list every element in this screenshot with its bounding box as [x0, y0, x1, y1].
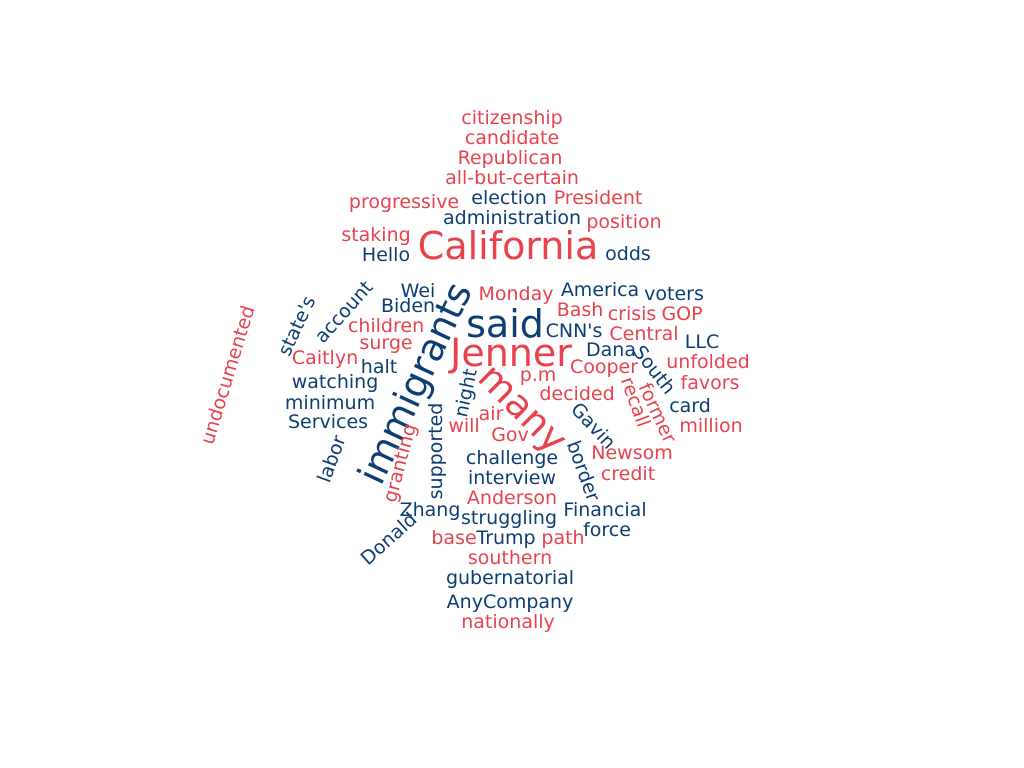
- cloud-word: CNN's: [546, 320, 603, 342]
- cloud-word: card: [669, 395, 711, 417]
- cloud-word: decided: [539, 383, 614, 405]
- cloud-word: minimum: [285, 392, 375, 414]
- cloud-word: southern: [468, 547, 552, 569]
- cloud-word: Zhang: [400, 499, 461, 521]
- cloud-word: said: [466, 302, 544, 346]
- cloud-word: path: [541, 527, 584, 549]
- cloud-word: Services: [288, 411, 368, 433]
- cloud-word: p.m: [520, 364, 557, 386]
- cloud-word: Monday: [478, 283, 553, 305]
- cloud-word: citizenship: [461, 107, 562, 129]
- cloud-word: Biden: [381, 295, 435, 317]
- cloud-word: labor: [313, 432, 350, 485]
- cloud-word: California: [418, 224, 598, 268]
- cloud-word: Dana: [586, 339, 636, 361]
- cloud-word: staking: [341, 224, 410, 246]
- cloud-word: halt: [361, 356, 397, 378]
- cloud-word: Donald: [357, 508, 422, 569]
- cloud-word: Wei: [401, 280, 436, 302]
- cloud-word: air: [479, 403, 504, 425]
- cloud-word: position: [586, 211, 661, 233]
- cloud-word: surge: [359, 332, 412, 354]
- cloud-word: credit: [601, 463, 655, 485]
- cloud-word: Gov: [491, 424, 529, 446]
- cloud-word: nationally: [461, 611, 555, 633]
- cloud-word: million: [679, 415, 742, 437]
- cloud-word: Central: [609, 323, 678, 345]
- cloud-word: America: [561, 279, 639, 301]
- cloud-word: interview: [468, 467, 556, 489]
- cloud-word: favors: [681, 372, 740, 394]
- cloud-word: struggling: [461, 507, 557, 529]
- cloud-word: voters: [644, 283, 704, 305]
- cloud-word: Cooper: [570, 356, 638, 378]
- cloud-word: GOP: [661, 303, 702, 325]
- cloud-word: force: [583, 519, 631, 541]
- cloud-word: watching: [292, 371, 379, 393]
- cloud-word: supported: [425, 403, 447, 500]
- cloud-word: Newsom: [591, 442, 672, 464]
- cloud-word: odds: [605, 243, 651, 265]
- cloud-word: Bash: [557, 299, 604, 321]
- cloud-word: Caitlyn: [292, 347, 358, 369]
- cloud-word: Hello: [362, 244, 410, 266]
- cloud-word: base: [431, 527, 476, 549]
- cloud-word: Trump: [475, 527, 535, 549]
- cloud-word: crisis: [608, 303, 657, 325]
- cloud-word: Republican: [458, 147, 563, 169]
- cloud-word: all-but-certain: [445, 167, 579, 189]
- cloud-word: AnyCompany: [447, 591, 574, 613]
- cloud-word: President: [554, 187, 643, 209]
- cloud-word: challenge: [466, 447, 558, 469]
- cloud-word: gubernatorial: [446, 567, 574, 589]
- cloud-word: undocumented: [196, 303, 259, 447]
- cloud-word: progressive: [349, 191, 459, 213]
- cloud-word: administration: [443, 207, 581, 229]
- cloud-word: candidate: [465, 127, 559, 149]
- cloud-word: election: [471, 187, 547, 209]
- cloud-word: Anderson: [467, 487, 557, 509]
- cloud-word: Financial: [563, 499, 646, 521]
- cloud-word: LLC: [685, 331, 719, 353]
- cloud-word: Jenner: [448, 331, 572, 375]
- cloud-word: will: [448, 415, 479, 437]
- cloud-word: unfolded: [666, 351, 750, 373]
- cloud-word: children: [348, 315, 424, 337]
